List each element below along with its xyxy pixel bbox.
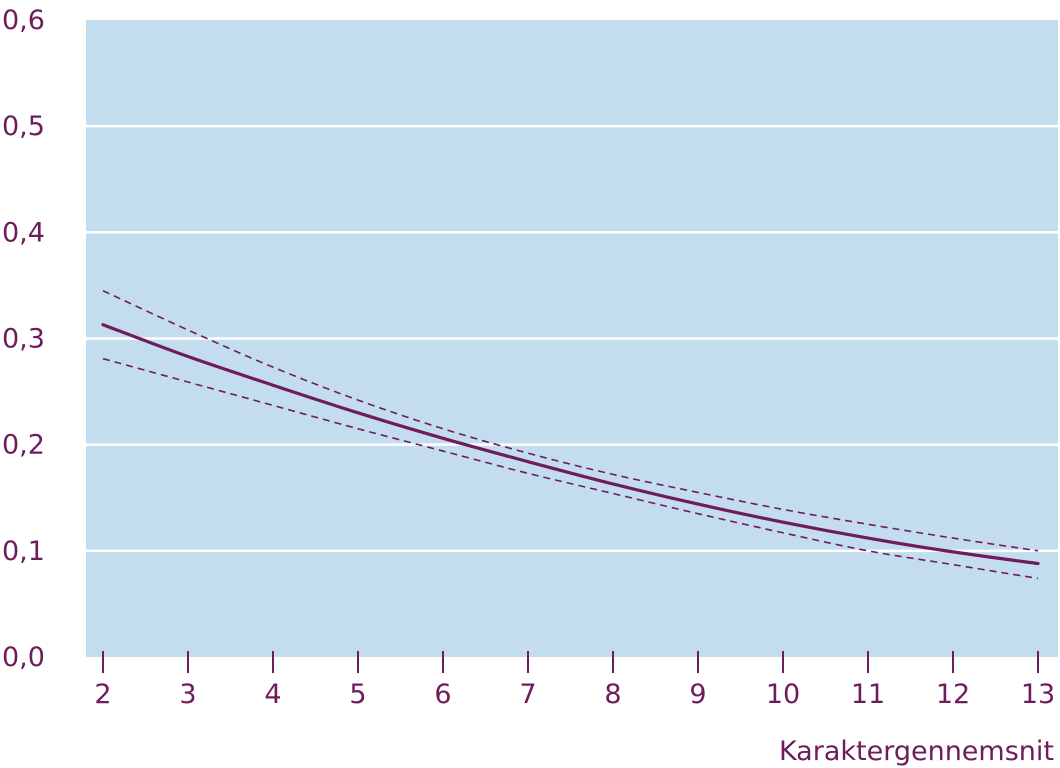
x-axis: 2 3 4 5 6 7 8 9 10 11 12 13 [94,651,1055,710]
y-axis: 0,0 0,1 0,2 0,3 0,4 0,5 0,6 [2,5,45,673]
series-line-lower-bound [102,357,1039,580]
y-tick-label: 0,6 [2,5,45,36]
x-tick-label: 10 [766,679,800,710]
x-tick-label: 12 [936,679,970,710]
gridlines [86,124,1058,553]
x-tick-label: 13 [1021,679,1055,710]
y-tick-label: 0,5 [2,111,45,142]
x-tick-label: 4 [264,679,281,710]
series-group [101,290,1040,580]
x-tick-label: 5 [349,679,366,710]
x-tick-label: 9 [689,679,706,710]
x-tick-label: 2 [94,679,111,710]
y-tick-label: 0,1 [2,536,45,567]
y-tick-label: 0,4 [2,217,45,248]
series-line-estimate [101,323,1040,566]
y-tick-label: 0,3 [2,324,45,355]
x-tick-label: 3 [179,679,196,710]
y-tick-label: 0,2 [2,430,45,461]
y-tick-label: 0,0 [2,642,45,673]
x-tick-label: 6 [434,679,451,710]
x-tick-label: 11 [851,679,885,710]
x-axis-label: Karaktergennemsnit [779,736,1054,767]
x-tick-label: 8 [604,679,621,710]
x-tick-label: 7 [519,679,536,710]
